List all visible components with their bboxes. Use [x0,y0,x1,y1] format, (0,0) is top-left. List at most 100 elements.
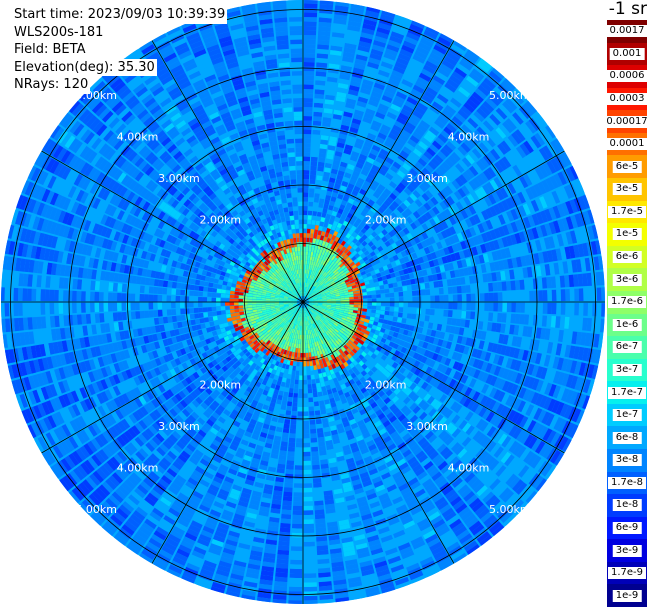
beta-bin [361,83,373,91]
beta-bin [448,236,456,245]
beta-bin [371,274,378,279]
beta-bin [446,195,455,206]
beta-bin [355,247,361,253]
beta-bin [387,169,396,177]
beta-bin [437,223,445,232]
beta-bin [290,564,302,569]
beta-bin [420,283,426,290]
beta-bin [394,95,406,104]
beta-bin [466,194,476,204]
beta-bin [393,311,399,317]
beta-bin [313,107,323,113]
beta-bin [480,81,493,93]
beta-bin [354,58,367,66]
beta-bin [282,500,292,506]
beta-bin [428,82,441,93]
beta-bin [338,165,347,172]
beta-bin [374,268,380,274]
beta-bin [506,313,512,323]
beta-bin [505,118,517,131]
beta-bin [312,392,318,398]
beta-bin [476,126,488,138]
beta-bin [320,283,326,287]
beta-bin [450,253,457,262]
beta-bin [347,274,353,279]
beta-bin [311,280,314,285]
beta-bin [372,191,381,199]
beta-bin [362,305,368,309]
beta-bin [336,232,342,239]
beta-bin [343,276,349,281]
beta-bin [321,276,325,281]
beta-bin [416,242,424,250]
beta-bin [309,237,313,243]
beta-bin [310,437,318,443]
beta-bin [323,112,333,119]
beta-bin [376,298,381,302]
beta-bin [291,541,303,547]
beta-bin [497,159,508,171]
beta-bin [328,181,335,188]
beta-bin [533,183,543,197]
beta-bin [429,143,439,154]
beta-bin [332,118,341,125]
beta-bin [333,257,338,263]
beta-bin [324,241,329,248]
beta-bin [359,279,365,284]
beta-bin [304,291,306,297]
beta-bin [493,176,503,188]
beta-bin [286,460,295,466]
beta-bin [369,168,378,176]
beta-bin [443,144,454,154]
beta-bin [346,212,353,219]
beta-bin [338,289,344,293]
beta-bin [352,170,360,178]
beta-bin [510,221,519,233]
beta-bin [321,240,326,246]
beta-bin [450,44,465,55]
beta-bin [371,238,378,245]
beta-bin [523,279,530,290]
beta-bin [458,86,471,98]
beta-bin [340,252,346,258]
beta-bin [384,288,390,294]
beta-bin [318,287,323,291]
beta-bin [312,252,316,257]
beta-bin [338,133,347,140]
beta-bin [336,91,347,98]
beta-bin [367,234,375,241]
beta-bin [444,104,457,115]
beta-bin [315,290,320,294]
beta-bin [407,117,419,127]
beta-bin [311,280,315,286]
beta-bin [309,279,312,284]
beta-bin [314,98,324,104]
beta-bin [515,291,521,302]
beta-bin [385,156,394,165]
beta-bin [402,312,408,318]
beta-bin [315,239,320,244]
beta-bin [493,302,498,312]
beta-bin [303,420,309,426]
beta-bin [296,429,303,434]
beta-bin [413,236,421,244]
beta-bin [316,423,323,429]
beta-bin [483,154,493,166]
beta-bin [502,302,508,312]
beta-bin [353,63,366,70]
beta-bin [372,86,384,95]
beta-bin [292,402,298,407]
beta-bin [380,180,389,188]
beta-bin [409,23,424,33]
beta-bin [303,397,308,403]
beta-bin [295,370,300,376]
beta-bin [308,299,314,301]
beta-bin [364,70,377,78]
beta-bin [392,189,400,197]
beta-bin [337,208,344,215]
beta-bin [483,312,489,321]
beta-bin [466,293,471,302]
beta-bin [307,384,312,389]
beta-bin [330,250,336,256]
beta-bin [405,261,412,268]
